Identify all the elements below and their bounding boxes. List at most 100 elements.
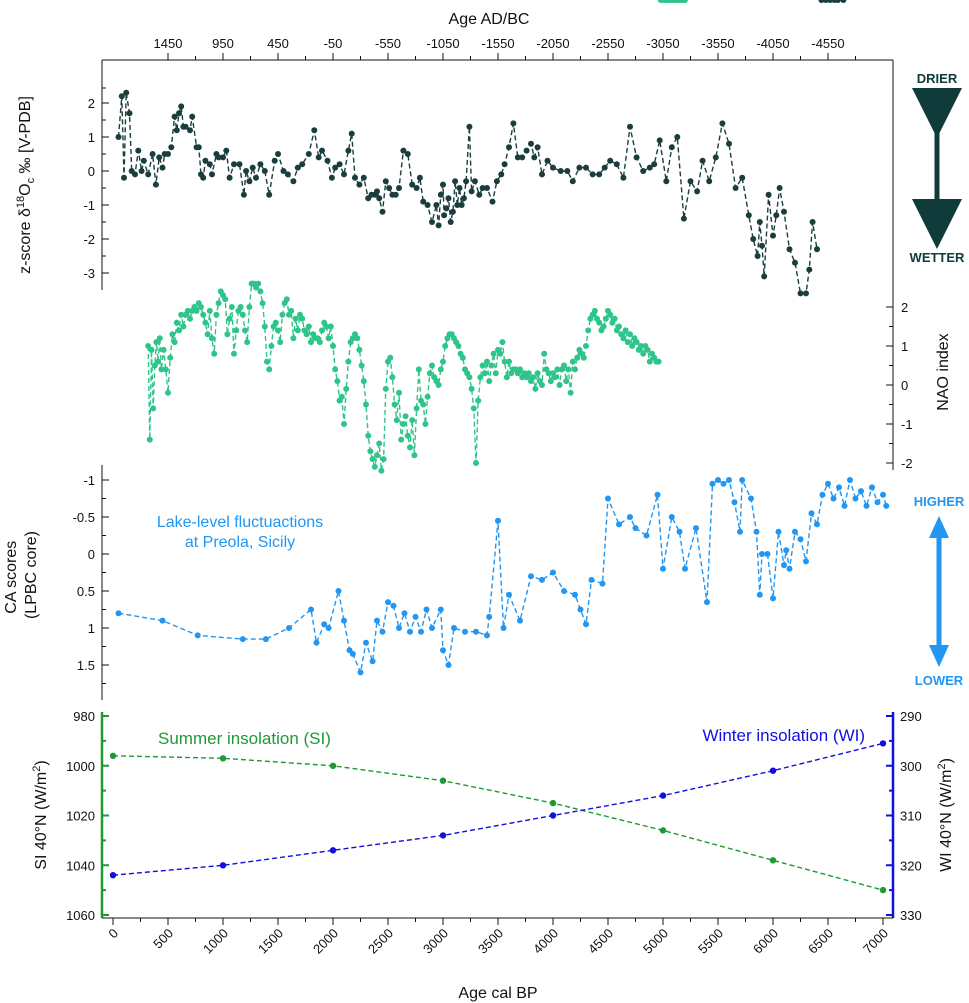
top-axis-title: Age AD/BC: [449, 11, 530, 28]
d18o-point: [215, 154, 222, 161]
nao-point: [616, 323, 622, 330]
lake-point: [770, 595, 776, 602]
nao-point: [275, 327, 281, 334]
nao-point: [486, 378, 493, 385]
nao-point: [387, 354, 394, 361]
d18o-point: [126, 110, 133, 117]
wi-y-axis-title: WI 40°N (W/m2): [936, 758, 955, 872]
lake-point: [803, 558, 809, 565]
lake-point: [852, 495, 859, 502]
lake-point: [325, 625, 332, 631]
nao-point: [239, 311, 246, 318]
d18o-point: [754, 253, 761, 259]
nao-point: [400, 421, 407, 427]
wi-point: [549, 812, 557, 819]
bottom-axis-tick-label: 2500: [365, 926, 396, 957]
lake-point: [313, 639, 320, 646]
d18o-point: [576, 164, 583, 171]
wi-point: [439, 832, 447, 839]
d18o-point: [484, 185, 490, 191]
d18o-point: [706, 178, 713, 185]
lake-point: [748, 495, 754, 502]
d18o-point: [187, 127, 193, 134]
d18o-point: [195, 144, 202, 151]
top-axis-tick-label: -4050: [756, 36, 789, 51]
nao-point: [358, 362, 365, 369]
nao-point: [193, 307, 200, 314]
d18o-point: [240, 191, 247, 198]
d18o-point: [226, 174, 233, 181]
nao-point: [233, 327, 240, 334]
wetter-label: WETTER: [910, 250, 965, 265]
d18o-point: [840, 0, 847, 3]
nao-point: [627, 331, 633, 338]
d18o-point: [756, 219, 763, 225]
nao-point: [624, 339, 631, 346]
lake-point: [418, 628, 424, 635]
d18o-y-tick-label: -3: [83, 266, 95, 281]
d18o-point: [528, 140, 534, 147]
si-y-tick-label: 1000: [66, 759, 95, 774]
lake-point: [627, 514, 633, 520]
d18o-point: [311, 127, 318, 134]
bottom-axis-tick-label: 4500: [585, 926, 616, 957]
d18o-point: [463, 178, 470, 185]
lake-point: [583, 621, 589, 628]
nao-point: [354, 335, 361, 342]
nao-point: [382, 385, 389, 392]
d18o-point: [765, 191, 772, 198]
d18o-point: [814, 246, 820, 253]
nao-point: [173, 319, 180, 326]
si-point: [549, 799, 557, 807]
nao-point: [470, 405, 477, 412]
nao-point: [532, 385, 539, 392]
d18o-point: [458, 202, 465, 208]
lake-point: [599, 580, 606, 587]
nao-point: [343, 385, 350, 392]
wi-point: [219, 862, 227, 869]
nao-point: [156, 335, 163, 342]
d18o-point: [400, 147, 407, 154]
nao-point: [422, 421, 429, 427]
nao-point: [325, 335, 332, 342]
d18o-point: [138, 168, 145, 174]
bottom-axis-title: Age cal BP: [458, 985, 537, 1002]
top-axis-tick-label: -50: [324, 36, 343, 51]
nao-point: [162, 366, 169, 373]
lake-point: [797, 536, 804, 543]
nao-point: [338, 393, 345, 400]
d18o-point: [674, 134, 681, 140]
nao-point: [565, 366, 572, 373]
bottom-axis-tick-label: 6000: [750, 926, 781, 957]
nao-point: [644, 346, 651, 353]
d18o-point: [498, 171, 505, 178]
d18o-point: [159, 164, 166, 171]
si-point: [659, 827, 667, 834]
d18o-point: [479, 185, 486, 191]
d18o-y-tick-label: -1: [83, 198, 95, 213]
nao-point: [547, 378, 554, 385]
d18o-point: [759, 242, 765, 249]
d18o-point: [392, 191, 399, 198]
bottom-axis-tick-label: 500: [150, 926, 176, 952]
wi-point: [879, 740, 887, 747]
lake-point: [668, 514, 675, 520]
nao-point: [376, 440, 383, 447]
nao-point: [420, 401, 427, 408]
lake-point: [379, 628, 386, 635]
nao-point: [246, 304, 253, 310]
d18o-point: [253, 174, 259, 181]
d18o-point: [776, 185, 783, 191]
nao-point: [268, 343, 275, 349]
lake-point: [423, 606, 430, 613]
bottom-axis-tick-label: 1500: [255, 926, 286, 957]
nao-point: [440, 358, 446, 365]
d18o-point: [712, 154, 719, 161]
nao-point: [242, 327, 248, 334]
nao-y-tick-label: -1: [901, 417, 913, 432]
nao-point: [158, 366, 165, 373]
nao-point: [155, 358, 162, 365]
nao-point: [345, 358, 352, 365]
nao-point: [561, 362, 567, 369]
d18o-point: [118, 93, 125, 100]
